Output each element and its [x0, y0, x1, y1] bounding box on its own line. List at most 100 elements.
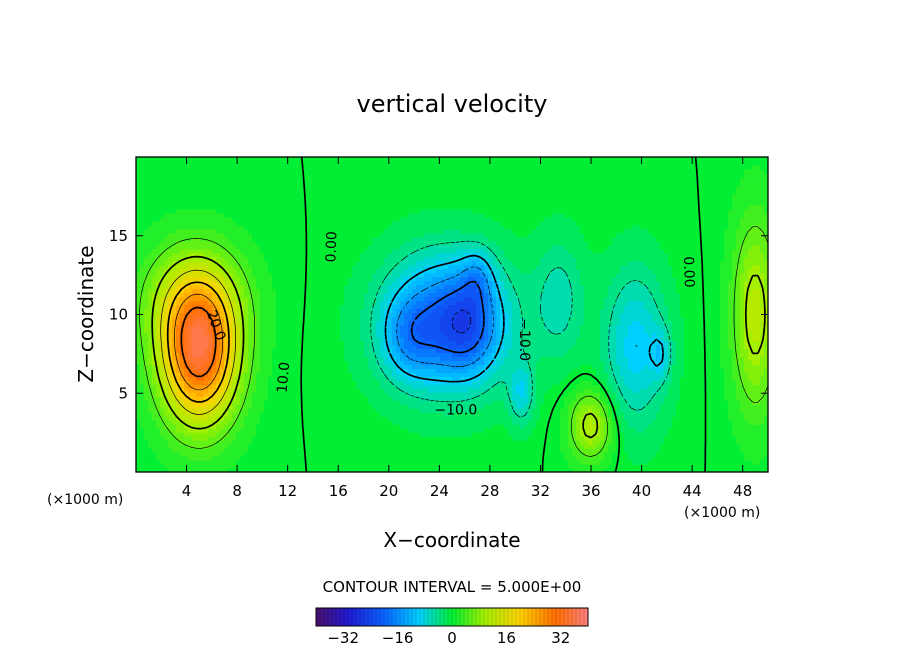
- heatmap-cell: [344, 428, 349, 433]
- heatmap-cell: [424, 400, 429, 405]
- heatmap-cell: [748, 404, 753, 409]
- heatmap-cell: [248, 356, 253, 361]
- heatmap-cell: [156, 432, 161, 437]
- heatmap-cell: [624, 360, 629, 365]
- heatmap-cell: [404, 468, 409, 472]
- heatmap-cell: [244, 352, 249, 357]
- heatmap-cell: [512, 416, 517, 421]
- heatmap-cell: [376, 364, 381, 369]
- heatmap-cell: [452, 452, 457, 457]
- heatmap-cell: [656, 372, 661, 377]
- heatmap-cell: [188, 360, 193, 365]
- heatmap-cell: [356, 396, 361, 401]
- heatmap-cell: [380, 408, 385, 413]
- heatmap-cell: [600, 448, 605, 453]
- heatmap-cell: [320, 456, 325, 461]
- heatmap-cell: [460, 384, 465, 389]
- heatmap-cell: [556, 456, 561, 461]
- heatmap-cell: [500, 408, 505, 413]
- heatmap-cell: [468, 364, 473, 369]
- heatmap-cell: [392, 456, 397, 461]
- heatmap-cell: [424, 468, 429, 472]
- heatmap-cell: [492, 468, 497, 472]
- heatmap-cell: [228, 364, 233, 369]
- heatmap-cell: [648, 448, 653, 453]
- heatmap-cell: [292, 468, 297, 472]
- heatmap-cell: [440, 368, 445, 373]
- heatmap-cell: [220, 392, 225, 397]
- heatmap-cell: [392, 380, 397, 385]
- heatmap-cell: [416, 424, 421, 429]
- heatmap-cell: [184, 452, 189, 457]
- heatmap-cell: [524, 432, 529, 437]
- heatmap-cell: [600, 424, 605, 429]
- heatmap-cell: [164, 344, 169, 349]
- heatmap-cell: [728, 372, 733, 377]
- heatmap-cell: [592, 400, 597, 405]
- heatmap-cell: [556, 400, 561, 405]
- heatmap-cell: [512, 436, 517, 441]
- heatmap-cell: [408, 408, 413, 413]
- heatmap-cell: [732, 408, 737, 413]
- heatmap-cell: [360, 400, 365, 405]
- heatmap-cell: [364, 444, 369, 449]
- heatmap-cell: [144, 456, 149, 461]
- heatmap-cell: [360, 392, 365, 397]
- heatmap-cell: [616, 364, 621, 369]
- heatmap-cell: [332, 440, 337, 445]
- heatmap-cell: [176, 408, 181, 413]
- heatmap-cell: [544, 460, 549, 465]
- heatmap-cell: [572, 420, 577, 425]
- heatmap-cell: [672, 436, 677, 441]
- heatmap-cell: [464, 464, 469, 469]
- heatmap-cell: [144, 460, 149, 465]
- heatmap-cell: [764, 432, 768, 437]
- heatmap-cell: [696, 452, 701, 457]
- heatmap-cell: [572, 360, 577, 365]
- heatmap-cell: [356, 452, 361, 457]
- heatmap-cell: [324, 372, 329, 377]
- heatmap-cell: [148, 372, 153, 377]
- heatmap-cell: [468, 380, 473, 385]
- heatmap-cell: [484, 420, 489, 425]
- heatmap-cell: [260, 388, 265, 393]
- heatmap-cell: [408, 460, 413, 465]
- heatmap-cell: [580, 416, 585, 421]
- heatmap-cell: [588, 416, 593, 421]
- heatmap-cell: [268, 444, 273, 449]
- heatmap-cell: [140, 432, 145, 437]
- heatmap-cell: [452, 388, 457, 393]
- heatmap-cell: [524, 348, 529, 353]
- heatmap-cell: [204, 460, 209, 465]
- heatmap-cell: [196, 376, 201, 381]
- heatmap-cell: [260, 384, 265, 389]
- heatmap-cell: [324, 444, 329, 449]
- heatmap-cell: [152, 388, 157, 393]
- heatmap-cell: [324, 392, 329, 397]
- heatmap-cell: [412, 356, 417, 361]
- heatmap-cell: [696, 432, 701, 437]
- heatmap-cell: [424, 372, 429, 377]
- heatmap-cell: [352, 360, 357, 365]
- heatmap-cell: [164, 400, 169, 405]
- heatmap-cell: [564, 392, 569, 397]
- heatmap-cell: [636, 460, 641, 465]
- heatmap-cell: [584, 408, 589, 413]
- heatmap-cell: [372, 368, 377, 373]
- heatmap-cell: [412, 372, 417, 377]
- heatmap-cell: [748, 384, 753, 389]
- heatmap-cell: [736, 412, 741, 417]
- heatmap-cell: [152, 460, 157, 465]
- heatmap-cell: [176, 376, 181, 381]
- heatmap-cell: [136, 372, 141, 377]
- heatmap-cell: [760, 412, 765, 417]
- heatmap-cell: [148, 364, 153, 369]
- heatmap-cell: [240, 440, 245, 445]
- heatmap-cell: [320, 436, 325, 441]
- heatmap-cell: [448, 388, 453, 393]
- heatmap-cell: [136, 352, 141, 357]
- heatmap-cell: [552, 428, 557, 433]
- heatmap-cell: [504, 360, 509, 365]
- heatmap-cell: [172, 408, 177, 413]
- heatmap-cell: [644, 392, 649, 397]
